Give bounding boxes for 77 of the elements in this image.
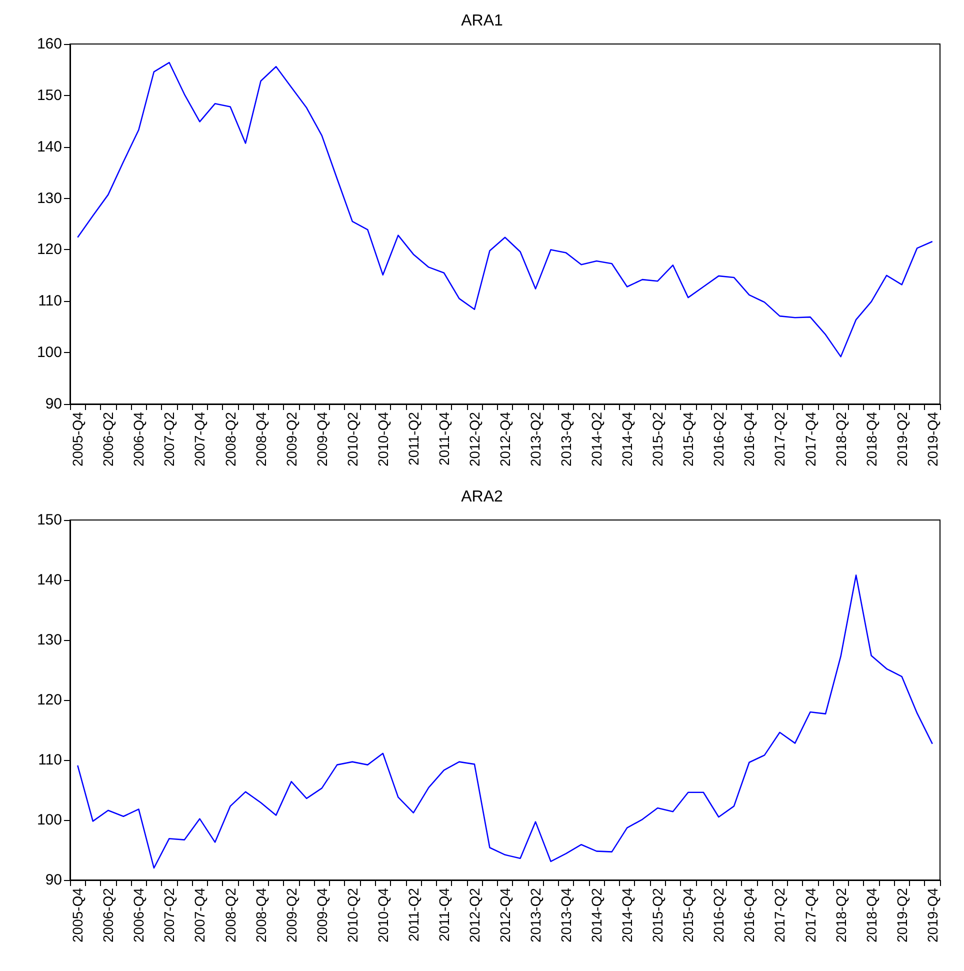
x-tick-label: 2007-Q2 xyxy=(161,888,178,942)
y-tick-label: 100 xyxy=(36,812,62,828)
x-tick-label: 2012-Q2 xyxy=(466,888,482,942)
x-tick-label: 2018-Q2 xyxy=(832,888,849,942)
x-tick-label: 2014-Q4 xyxy=(619,412,636,466)
y-tick-label: 110 xyxy=(38,292,62,310)
x-tick-label: 2008-Q4 xyxy=(252,412,269,466)
y-tick-label: 100 xyxy=(36,344,62,362)
x-tick-label: 2011-Q2 xyxy=(405,412,422,466)
x-tick-label: 2009-Q2 xyxy=(283,888,300,942)
x-tick-label: 2016-Q2 xyxy=(710,888,727,942)
x-tick-label: 2015-Q4 xyxy=(680,412,696,466)
x-tick-label: 2019-Q4 xyxy=(924,412,940,466)
x-tick-label: 2010-Q4 xyxy=(374,412,391,466)
x-tick-label: 2018-Q2 xyxy=(832,412,849,466)
x-tick-label: 2009-Q2 xyxy=(283,412,300,466)
y-tick-label: 120 xyxy=(36,241,62,258)
x-tick-label: 2008-Q2 xyxy=(222,888,238,942)
chart-title: ARA1 xyxy=(461,12,503,30)
x-tick-label: 2007-Q4 xyxy=(192,888,208,942)
x-tick-label: 2015-Q2 xyxy=(650,412,666,466)
x-tick-label: 2006-Q4 xyxy=(130,412,147,466)
x-tick-label: 2012-Q4 xyxy=(497,412,513,466)
x-tick-label: 2010-Q2 xyxy=(344,412,360,466)
y-tick-label: 90 xyxy=(45,396,62,412)
x-tick-label: 2017-Q2 xyxy=(772,888,788,942)
y-tick-label: 140 xyxy=(36,572,62,588)
x-tick-label: 2012-Q4 xyxy=(497,888,513,942)
y-tick-label: 160 xyxy=(36,36,62,52)
x-tick-label: 2006-Q2 xyxy=(100,412,116,466)
x-tick-label: 2013-Q2 xyxy=(528,888,544,942)
x-tick-label: 2019-Q4 xyxy=(924,888,940,942)
x-tick-label: 2018-Q4 xyxy=(863,888,880,942)
x-tick-label: 2007-Q2 xyxy=(161,412,178,466)
x-tick-label: 2016-Q4 xyxy=(741,888,758,942)
x-tick-label: 2015-Q2 xyxy=(650,888,666,942)
x-tick-label: 2005-Q4 xyxy=(70,888,86,942)
x-tick-label: 2010-Q4 xyxy=(374,888,391,942)
x-tick-label: 2014-Q4 xyxy=(619,888,636,942)
x-tick-label: 2013-Q4 xyxy=(558,412,574,466)
y-tick-label: 150 xyxy=(36,86,62,104)
x-tick-label: 2007-Q4 xyxy=(192,412,208,466)
x-tick-label: 2009-Q4 xyxy=(314,888,330,942)
y-tick-label: 140 xyxy=(36,138,62,156)
y-tick-label: 120 xyxy=(36,692,62,708)
x-tick-label: 2008-Q2 xyxy=(222,412,238,466)
x-tick-label: 2019-Q2 xyxy=(894,412,910,466)
x-tick-label: 2014-Q2 xyxy=(588,412,605,466)
x-tick-label: 2019-Q2 xyxy=(894,888,910,942)
line-series xyxy=(76,62,934,358)
x-tick-label: 2016-Q4 xyxy=(741,412,758,466)
x-tick-label: 2016-Q2 xyxy=(710,412,727,466)
x-tick-label: 2015-Q4 xyxy=(680,888,696,942)
y-tick-label: 130 xyxy=(36,632,62,648)
y-tick-label: 150 xyxy=(36,512,62,528)
x-tick-label: 2011-Q2 xyxy=(405,888,422,942)
x-tick-label: 2010-Q2 xyxy=(344,888,360,942)
x-tick-label: 2011-Q4 xyxy=(436,412,452,466)
x-tick-label: 2008-Q4 xyxy=(252,888,269,942)
x-tick-label: 2017-Q2 xyxy=(772,412,788,466)
chart-title: ARA2 xyxy=(461,488,503,506)
x-tick-label: 2017-Q4 xyxy=(802,412,818,466)
x-tick-label: 2005-Q4 xyxy=(70,412,86,466)
x-tick-label: 2006-Q4 xyxy=(130,888,147,942)
x-tick-label: 2009-Q4 xyxy=(314,412,330,466)
line-series xyxy=(76,574,934,869)
x-tick-label: 2011-Q4 xyxy=(436,888,452,942)
x-tick-label: 2018-Q4 xyxy=(863,412,880,466)
x-tick-label: 2014-Q2 xyxy=(588,888,605,942)
x-tick-label: 2017-Q4 xyxy=(802,888,818,942)
y-tick-label: 110 xyxy=(38,752,62,768)
x-tick-label: 2006-Q2 xyxy=(100,888,116,942)
y-tick-label: 90 xyxy=(45,872,62,888)
x-tick-label: 2013-Q4 xyxy=(558,888,574,942)
y-tick-label: 130 xyxy=(36,190,62,207)
x-tick-label: 2012-Q2 xyxy=(466,412,482,466)
x-tick-label: 2013-Q2 xyxy=(528,412,544,466)
